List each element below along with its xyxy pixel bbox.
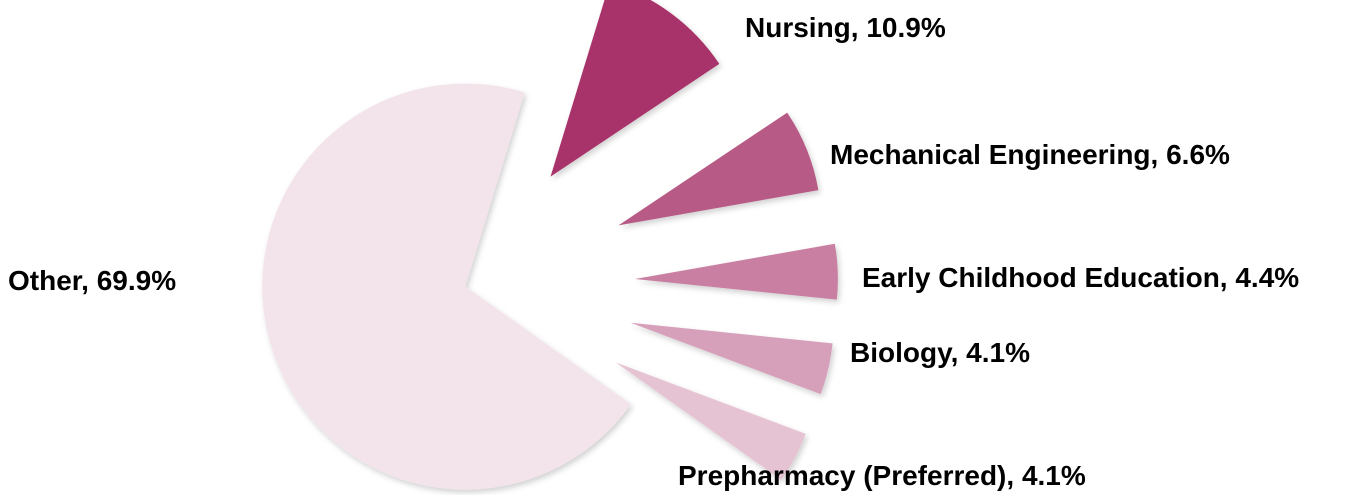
slice-category: Early Childhood Education <box>862 262 1220 293</box>
pie-slice <box>550 0 720 177</box>
slice-label: Early Childhood Education, 4.4% <box>862 262 1299 293</box>
label-separator: , <box>851 12 867 43</box>
slice-label: Nursing, 10.9% <box>745 12 946 43</box>
slice-label: Prepharmacy (Preferred), 4.1% <box>678 460 1086 491</box>
slice-value: 69.9% <box>97 265 176 296</box>
label-separator: , <box>951 337 967 368</box>
pie-slice <box>630 322 833 395</box>
slice-category: Mechanical Engineering <box>830 139 1151 170</box>
slice-label: Biology, 4.1% <box>850 337 1030 368</box>
slice-label: Other, 69.9% <box>8 265 176 296</box>
slice-value: 10.9% <box>866 12 945 43</box>
slice-category: Nursing <box>745 12 851 43</box>
pie-slice <box>618 112 819 226</box>
slice-value: 4.4% <box>1235 262 1299 293</box>
slice-value: 4.1% <box>1022 460 1086 491</box>
label-separator: , <box>81 265 97 296</box>
slice-label: Mechanical Engineering, 6.6% <box>830 139 1230 170</box>
label-separator: , <box>1220 262 1236 293</box>
slice-category: Other <box>8 265 83 296</box>
pie-slice <box>615 362 806 480</box>
slice-category: Prepharmacy (Preferred) <box>678 460 1006 491</box>
slice-category: Biology <box>850 337 953 368</box>
slice-value: 4.1% <box>966 337 1030 368</box>
pie-slice <box>262 83 631 490</box>
pie-slice <box>634 243 838 300</box>
slice-value: 6.6% <box>1166 139 1230 170</box>
label-separator: , <box>1151 139 1167 170</box>
label-separator: , <box>1006 460 1022 491</box>
